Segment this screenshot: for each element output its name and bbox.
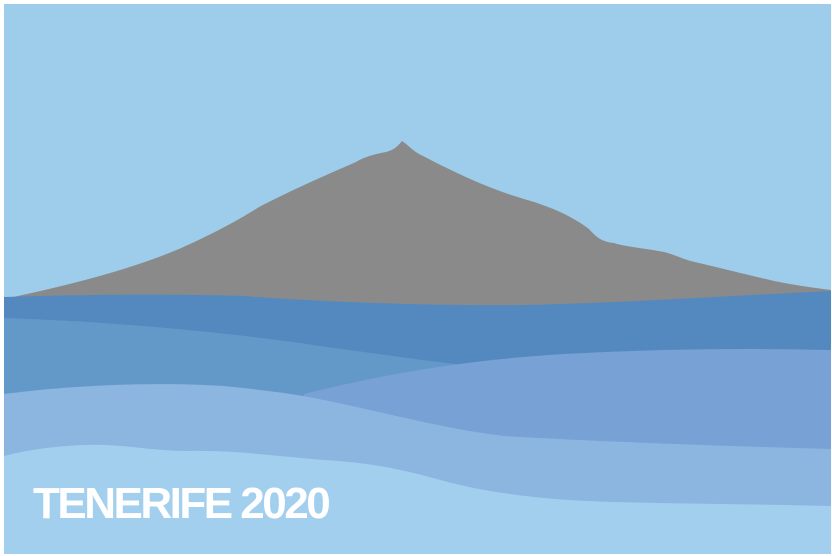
sea-near (4, 444, 831, 554)
poster-illustration (4, 4, 831, 554)
tenerife-poster: TENERIFE 2020 (4, 4, 831, 554)
teide-mountain (4, 141, 831, 314)
poster-caption: TENERIFE 2020 (33, 479, 331, 528)
